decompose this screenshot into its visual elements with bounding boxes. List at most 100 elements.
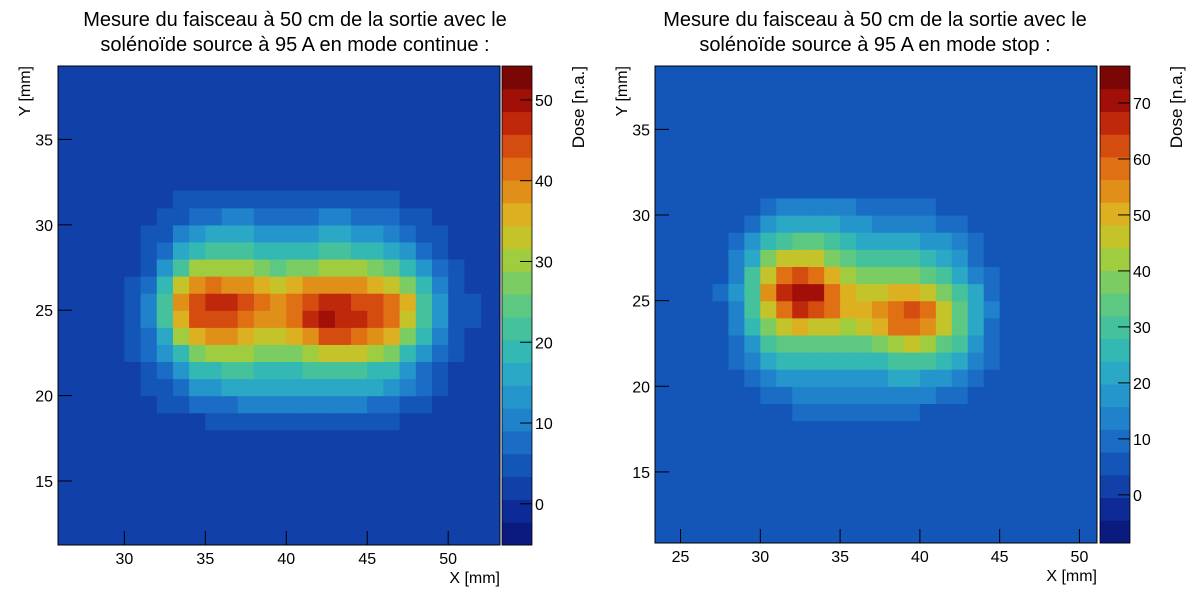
- heatmap-cell: [270, 190, 287, 209]
- heatmap-cell: [983, 334, 1001, 353]
- heatmap-cell: [334, 395, 352, 414]
- heatmap-cell: [253, 395, 271, 414]
- heatmap-cell: [367, 344, 385, 363]
- heatmap-cell: [351, 241, 368, 260]
- heatmap-cell: [999, 215, 1017, 233]
- chart-title: Mesure du faisceau à 50 cm de la sortie …: [663, 9, 1087, 31]
- heatmap-cell: [189, 412, 206, 431]
- y-tick-label: 35: [35, 132, 53, 149]
- heatmap-cell: [856, 232, 873, 250]
- colorbar-band: [502, 294, 532, 318]
- heatmap-cell: [270, 293, 287, 311]
- heatmap-cell: [792, 180, 809, 199]
- heatmap-cell: [253, 344, 271, 363]
- heatmap-cell: [253, 412, 271, 431]
- heatmap-cell: [808, 215, 825, 233]
- heatmap-cell: [205, 310, 223, 328]
- heatmap-cell: [432, 276, 449, 294]
- colorbar-band: [1100, 270, 1130, 294]
- heatmap-cell: [205, 412, 223, 431]
- heatmap-cell: [919, 232, 937, 250]
- heatmap-cell: [919, 266, 937, 285]
- heatmap-cell: [872, 232, 889, 250]
- heatmap-cell: [286, 293, 304, 311]
- heatmap-cell: [383, 258, 401, 277]
- heatmap-cell: [792, 266, 809, 285]
- colorbar-tick-label: 50: [1133, 208, 1151, 225]
- x-tick-label: 50: [1071, 549, 1089, 566]
- heatmap-cell: [967, 197, 985, 216]
- colorbar-band: [1100, 293, 1130, 317]
- heatmap-cell: [903, 266, 921, 285]
- heatmap-cell: [872, 317, 889, 336]
- heatmap-cell: [712, 197, 730, 216]
- heatmap-cell: [983, 403, 1001, 422]
- heatmap-cell: [189, 258, 206, 277]
- heatmap-cell: [999, 283, 1017, 302]
- heatmap-cell: [744, 403, 761, 422]
- heatmap-cell: [951, 249, 969, 267]
- heatmap-cell: [286, 190, 304, 209]
- heatmap-cell: [776, 352, 793, 370]
- heatmap-cell: [205, 276, 223, 294]
- heatmap-cell: [156, 361, 174, 380]
- heatmap-cell: [270, 276, 287, 294]
- heatmap-cell: [856, 300, 873, 319]
- colorbar-band: [502, 362, 532, 386]
- heatmap-cell: [808, 334, 825, 353]
- heatmap-cell: [156, 224, 174, 243]
- heatmap-cell: [124, 276, 142, 294]
- heatmap-cell: [351, 224, 368, 243]
- heatmap-cell: [237, 395, 255, 414]
- heatmap-cell: [205, 258, 223, 277]
- heatmap-cell: [432, 344, 449, 363]
- heatmap-cell: [432, 412, 449, 431]
- heatmap-cell: [156, 258, 174, 277]
- heatmap-cell: [872, 215, 889, 233]
- heatmap-cell: [792, 386, 809, 405]
- colorbar-frame: [501, 65, 533, 546]
- heatmap-cell: [334, 361, 352, 380]
- heatmap-cell: [903, 215, 921, 233]
- heatmap-cell: [464, 344, 482, 363]
- heatmap-cell: [448, 310, 465, 328]
- heatmap-cell: [903, 232, 921, 250]
- heatmap-cell: [124, 344, 142, 363]
- heatmap-cell: [221, 207, 239, 226]
- heatmap-cell: [253, 310, 271, 328]
- heatmap-cell: [712, 300, 730, 319]
- heatmap-cell: [792, 317, 809, 336]
- heatmap-cell: [221, 276, 239, 294]
- heatmap-cell: [124, 224, 142, 243]
- heatmap-cell: [935, 317, 953, 336]
- heatmap-cell: [253, 293, 271, 311]
- heatmap-cell: [728, 334, 745, 353]
- heatmap-cell: [983, 369, 1001, 387]
- heatmap-cell: [140, 310, 158, 328]
- heatmap-cell: [156, 293, 174, 311]
- heatmap-cell: [935, 386, 953, 405]
- heatmap-cell: [808, 180, 825, 199]
- heatmap-cell: [903, 334, 921, 353]
- heatmap-cell: [760, 283, 777, 302]
- heatmap-cell: [124, 378, 142, 397]
- heatmap-cell: [172, 378, 190, 397]
- heatmap-cell: [318, 241, 336, 260]
- heatmap-cell: [760, 334, 777, 353]
- heatmap-cell: [935, 197, 953, 216]
- heatmap-cell: [951, 180, 969, 199]
- heatmap-cell: [318, 412, 336, 431]
- heatmap-cell: [744, 352, 761, 370]
- heatmap-cell: [172, 207, 190, 226]
- heatmap-cell: [792, 232, 809, 250]
- heatmap-cell: [840, 266, 857, 285]
- heatmap-cell: [205, 327, 223, 345]
- heatmap-cell: [808, 300, 825, 319]
- y-tick-label: 25: [35, 303, 53, 320]
- y-tick-label: 15: [632, 465, 650, 482]
- heatmap-cell: [286, 207, 304, 226]
- heatmap-cell: [983, 180, 1001, 199]
- x-tick-label: 50: [439, 551, 457, 568]
- heatmap-cell: [351, 258, 368, 277]
- heatmap-cell: [999, 369, 1017, 387]
